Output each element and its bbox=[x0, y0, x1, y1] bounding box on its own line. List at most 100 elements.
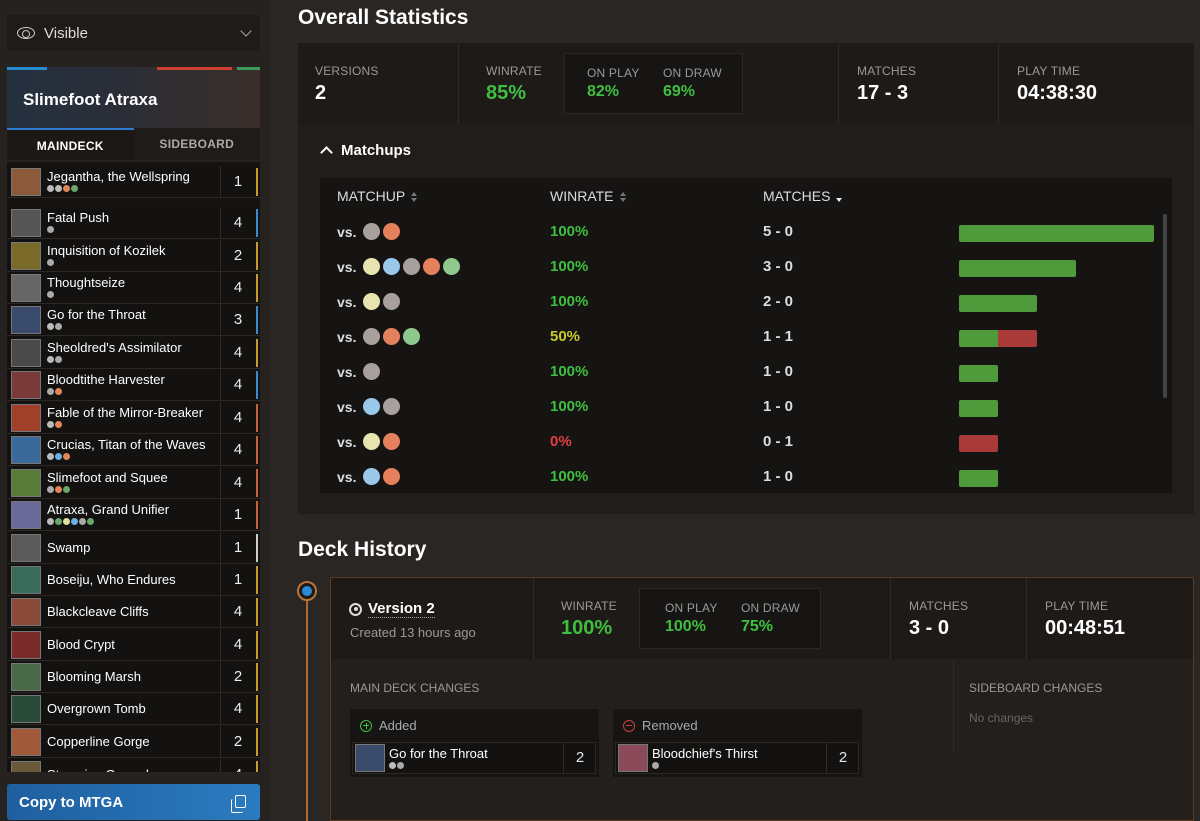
version-on-draw-label: ON DRAW bbox=[741, 601, 800, 615]
card-count: 1 bbox=[220, 499, 255, 530]
matchups-scrollbar[interactable] bbox=[1163, 214, 1167, 398]
card-count: 2 bbox=[220, 240, 255, 271]
matchups-title: Matchups bbox=[341, 142, 412, 159]
matchup-row[interactable]: vs. 100% 1 - 0 bbox=[320, 460, 1160, 495]
version-play-draw-box: ON PLAY 100% ON DRAW 75% bbox=[639, 588, 821, 649]
matchup-matches: 2 - 0 bbox=[763, 293, 794, 310]
version-name[interactable]: Version 2 bbox=[368, 600, 435, 618]
card-row[interactable]: Fatal Push 4 bbox=[7, 207, 260, 239]
card-name: Swamp bbox=[47, 540, 91, 555]
tab-sideboard[interactable]: SIDEBOARD bbox=[159, 137, 235, 151]
matchup-row[interactable]: vs. 100% 1 - 0 bbox=[320, 390, 1160, 425]
card-row[interactable]: Stomping Ground 4 bbox=[7, 759, 260, 772]
matchup-row[interactable]: vs. 100% 3 - 0 bbox=[320, 250, 1160, 285]
card-row[interactable]: Sheoldred's Assimilator 4 bbox=[7, 337, 260, 369]
card-count: 3 bbox=[220, 304, 255, 335]
matchup-row[interactable]: vs. 50% 1 - 1 bbox=[320, 320, 1160, 355]
added-card[interactable]: Go for the Throat 2 bbox=[352, 742, 596, 774]
removed-card-name: Bloodchief's Thirst bbox=[652, 746, 758, 761]
added-card-name: Go for the Throat bbox=[389, 746, 488, 761]
mana-u-icon bbox=[363, 398, 380, 415]
win-segment bbox=[959, 260, 1076, 277]
matchup-bar bbox=[959, 260, 1076, 277]
card-row[interactable]: Swamp 1 bbox=[7, 532, 260, 564]
loss-segment bbox=[998, 330, 1037, 347]
version-on-play-label: ON PLAY bbox=[665, 601, 718, 615]
card-row[interactable]: Overgrown Tomb 4 bbox=[7, 693, 260, 725]
card-row[interactable]: Crucias, Titan of the Waves 4 bbox=[7, 434, 260, 466]
matchup-row[interactable]: vs. 0% 0 - 1 bbox=[320, 425, 1160, 460]
card-row[interactable]: Slimefoot and Squee 4 bbox=[7, 467, 260, 499]
added-box: Added Go for the Throat 2 bbox=[350, 709, 599, 777]
card-thumbnail bbox=[11, 436, 41, 464]
card-name: Crucias, Titan of the Waves bbox=[47, 437, 206, 452]
card-row[interactable]: Atraxa, Grand Unifier 1 bbox=[7, 499, 260, 531]
card-count: 1 bbox=[220, 532, 255, 563]
mana-cost bbox=[47, 185, 78, 192]
matchups-toggle[interactable]: Matchups bbox=[320, 142, 411, 159]
card-row[interactable]: Jegantha, the Wellspring 1 bbox=[7, 166, 260, 198]
card-row[interactable]: Inquisition of Kozilek 2 bbox=[7, 240, 260, 272]
vs-label: vs. bbox=[337, 469, 357, 485]
card-thumbnail bbox=[11, 242, 41, 270]
vs-label: vs. bbox=[337, 224, 357, 240]
matchups-table: MATCHUP WINRATE MATCHES vs. 100% 5 - 0 vs. 1… bbox=[320, 178, 1172, 493]
mana-r-icon bbox=[383, 468, 400, 485]
mana-cost bbox=[47, 356, 62, 363]
header-winrate[interactable]: WINRATE bbox=[550, 188, 626, 204]
color-symbols bbox=[363, 398, 400, 415]
chevron-up-icon bbox=[320, 146, 333, 159]
card-row[interactable]: Boseiju, Who Endures 1 bbox=[7, 564, 260, 596]
card-row[interactable]: Go for the Throat 3 bbox=[7, 304, 260, 336]
win-segment bbox=[959, 225, 1154, 242]
card-thumbnail bbox=[11, 274, 41, 302]
copy-button-label: Copy to MTGA bbox=[19, 793, 124, 811]
tab-maindeck[interactable]: MAINDECK bbox=[7, 128, 134, 160]
matchup-row[interactable]: vs. 100% 5 - 0 bbox=[320, 215, 1160, 250]
card-row[interactable]: Blood Crypt 4 bbox=[7, 629, 260, 661]
sideboard-changes-label: SIDEBOARD CHANGES bbox=[969, 681, 1103, 695]
color-symbols bbox=[363, 328, 420, 345]
versions-label: VERSIONS bbox=[315, 64, 379, 78]
card-row[interactable]: Blackcleave Cliffs 4 bbox=[7, 596, 260, 628]
card-row[interactable]: Thoughtseize 4 bbox=[7, 272, 260, 304]
mana-r-icon bbox=[383, 223, 400, 240]
card-row[interactable]: Bloodtithe Harvester 4 bbox=[7, 369, 260, 401]
header-matches[interactable]: MATCHES bbox=[763, 188, 843, 204]
card-thumbnail bbox=[11, 306, 41, 334]
mana-cost bbox=[47, 323, 62, 330]
card-row[interactable]: Copperline Gorge 2 bbox=[7, 726, 260, 758]
version-on-play-value: 100% bbox=[665, 618, 706, 635]
card-name: Sheoldred's Assimilator bbox=[47, 340, 182, 355]
card-name: Atraxa, Grand Unifier bbox=[47, 502, 170, 517]
mana-w-icon bbox=[363, 293, 380, 310]
card-row[interactable]: Blooming Marsh 2 bbox=[7, 661, 260, 693]
overall-stats-panel: VERSIONS 2 WINRATE 85% ON PLAY 82% ON DR… bbox=[298, 43, 1194, 123]
card-thumbnail bbox=[11, 663, 41, 691]
vs-label: vs. bbox=[337, 434, 357, 450]
on-draw-value: 69% bbox=[663, 83, 696, 100]
deck-header bbox=[7, 67, 260, 129]
card-count: 1 bbox=[220, 564, 255, 595]
version-on-draw-value: 75% bbox=[741, 618, 774, 635]
card-count: 4 bbox=[220, 759, 255, 772]
header-matchup[interactable]: MATCHUP bbox=[337, 188, 418, 204]
winrate-label: WINRATE bbox=[486, 64, 542, 78]
card-row[interactable]: Fable of the Mirror-Breaker 4 bbox=[7, 402, 260, 434]
matchup-winrate: 100% bbox=[550, 258, 589, 275]
version-matches-value: 3 - 0 bbox=[909, 617, 950, 639]
copy-to-mtga-button[interactable]: Copy to MTGA bbox=[7, 784, 260, 820]
mana-b-icon bbox=[363, 328, 380, 345]
timeline-line bbox=[306, 590, 308, 821]
visibility-label: Visible bbox=[44, 24, 88, 42]
color-symbols bbox=[363, 293, 400, 310]
timeline-dot bbox=[297, 581, 317, 601]
matchup-matches: 1 - 0 bbox=[763, 363, 794, 380]
removed-card[interactable]: Bloodchief's Thirst 2 bbox=[615, 742, 859, 774]
play-draw-box: ON PLAY 82% ON DRAW 69% bbox=[564, 53, 743, 114]
visibility-dropdown[interactable]: Visible bbox=[7, 15, 260, 51]
card-thumbnail bbox=[11, 761, 41, 772]
matchup-row[interactable]: vs. 100% 1 - 0 bbox=[320, 355, 1160, 390]
matchup-row[interactable]: vs. 100% 2 - 0 bbox=[320, 285, 1160, 320]
card-count: 2 bbox=[220, 726, 255, 757]
